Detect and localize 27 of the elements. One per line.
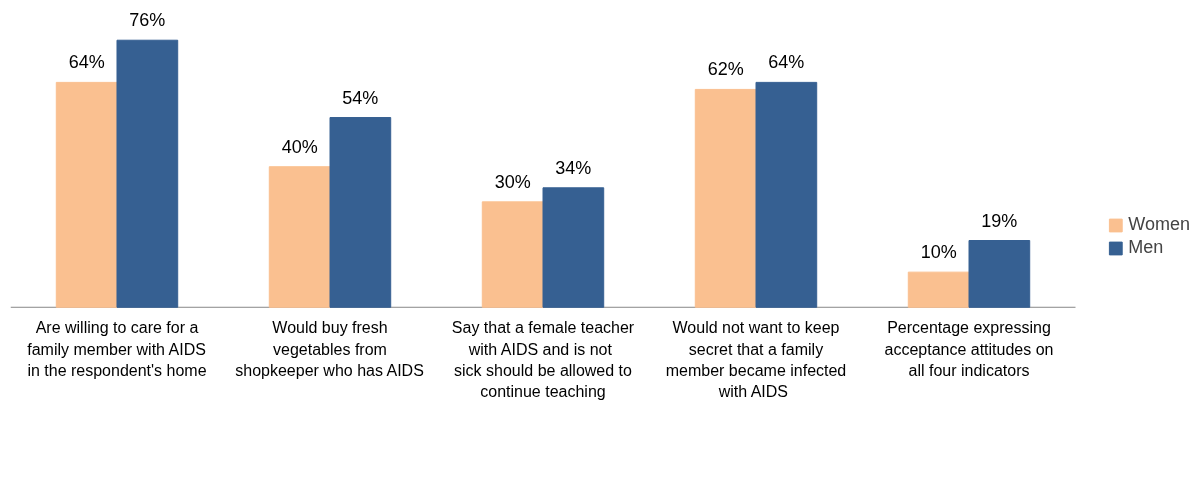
x-tick-label: Would buy fresh vegetables from shopkeeper who has AIDS [235,319,424,379]
bar [542,187,605,308]
x-tick-label: Percentage expressing acceptance attitudes on all four indicators [884,319,1054,379]
bar [55,81,118,308]
data-label: 34% [555,157,592,178]
legend-label: Women [1128,214,1190,235]
data-label: 64% [768,52,805,73]
bar [481,201,544,308]
data-label: 64% [68,52,105,73]
bar [268,166,331,308]
data-label: 40% [281,136,318,157]
bar [755,81,818,308]
x-tick-label: Are willing to care for a family member with AIDS in the respondent's home [27,319,207,379]
x-tick-label: Would not want to keep secret that a family member became infected with AIDS [665,319,847,401]
bar [116,39,179,308]
data-label: 30% [494,171,531,192]
bar [694,88,757,308]
data-label: 76% [129,10,166,31]
bar [907,271,970,308]
x-tick-label: Say that a female teacher with AIDS and is not sick should be allowed to continue teaching [451,319,635,401]
data-label: 10% [920,242,957,263]
data-label: 19% [981,210,1018,231]
bar [968,240,1031,308]
bar [329,117,392,308]
legend-label: Men [1128,237,1164,258]
data-label: 62% [707,59,744,80]
data-label: 54% [342,87,379,108]
